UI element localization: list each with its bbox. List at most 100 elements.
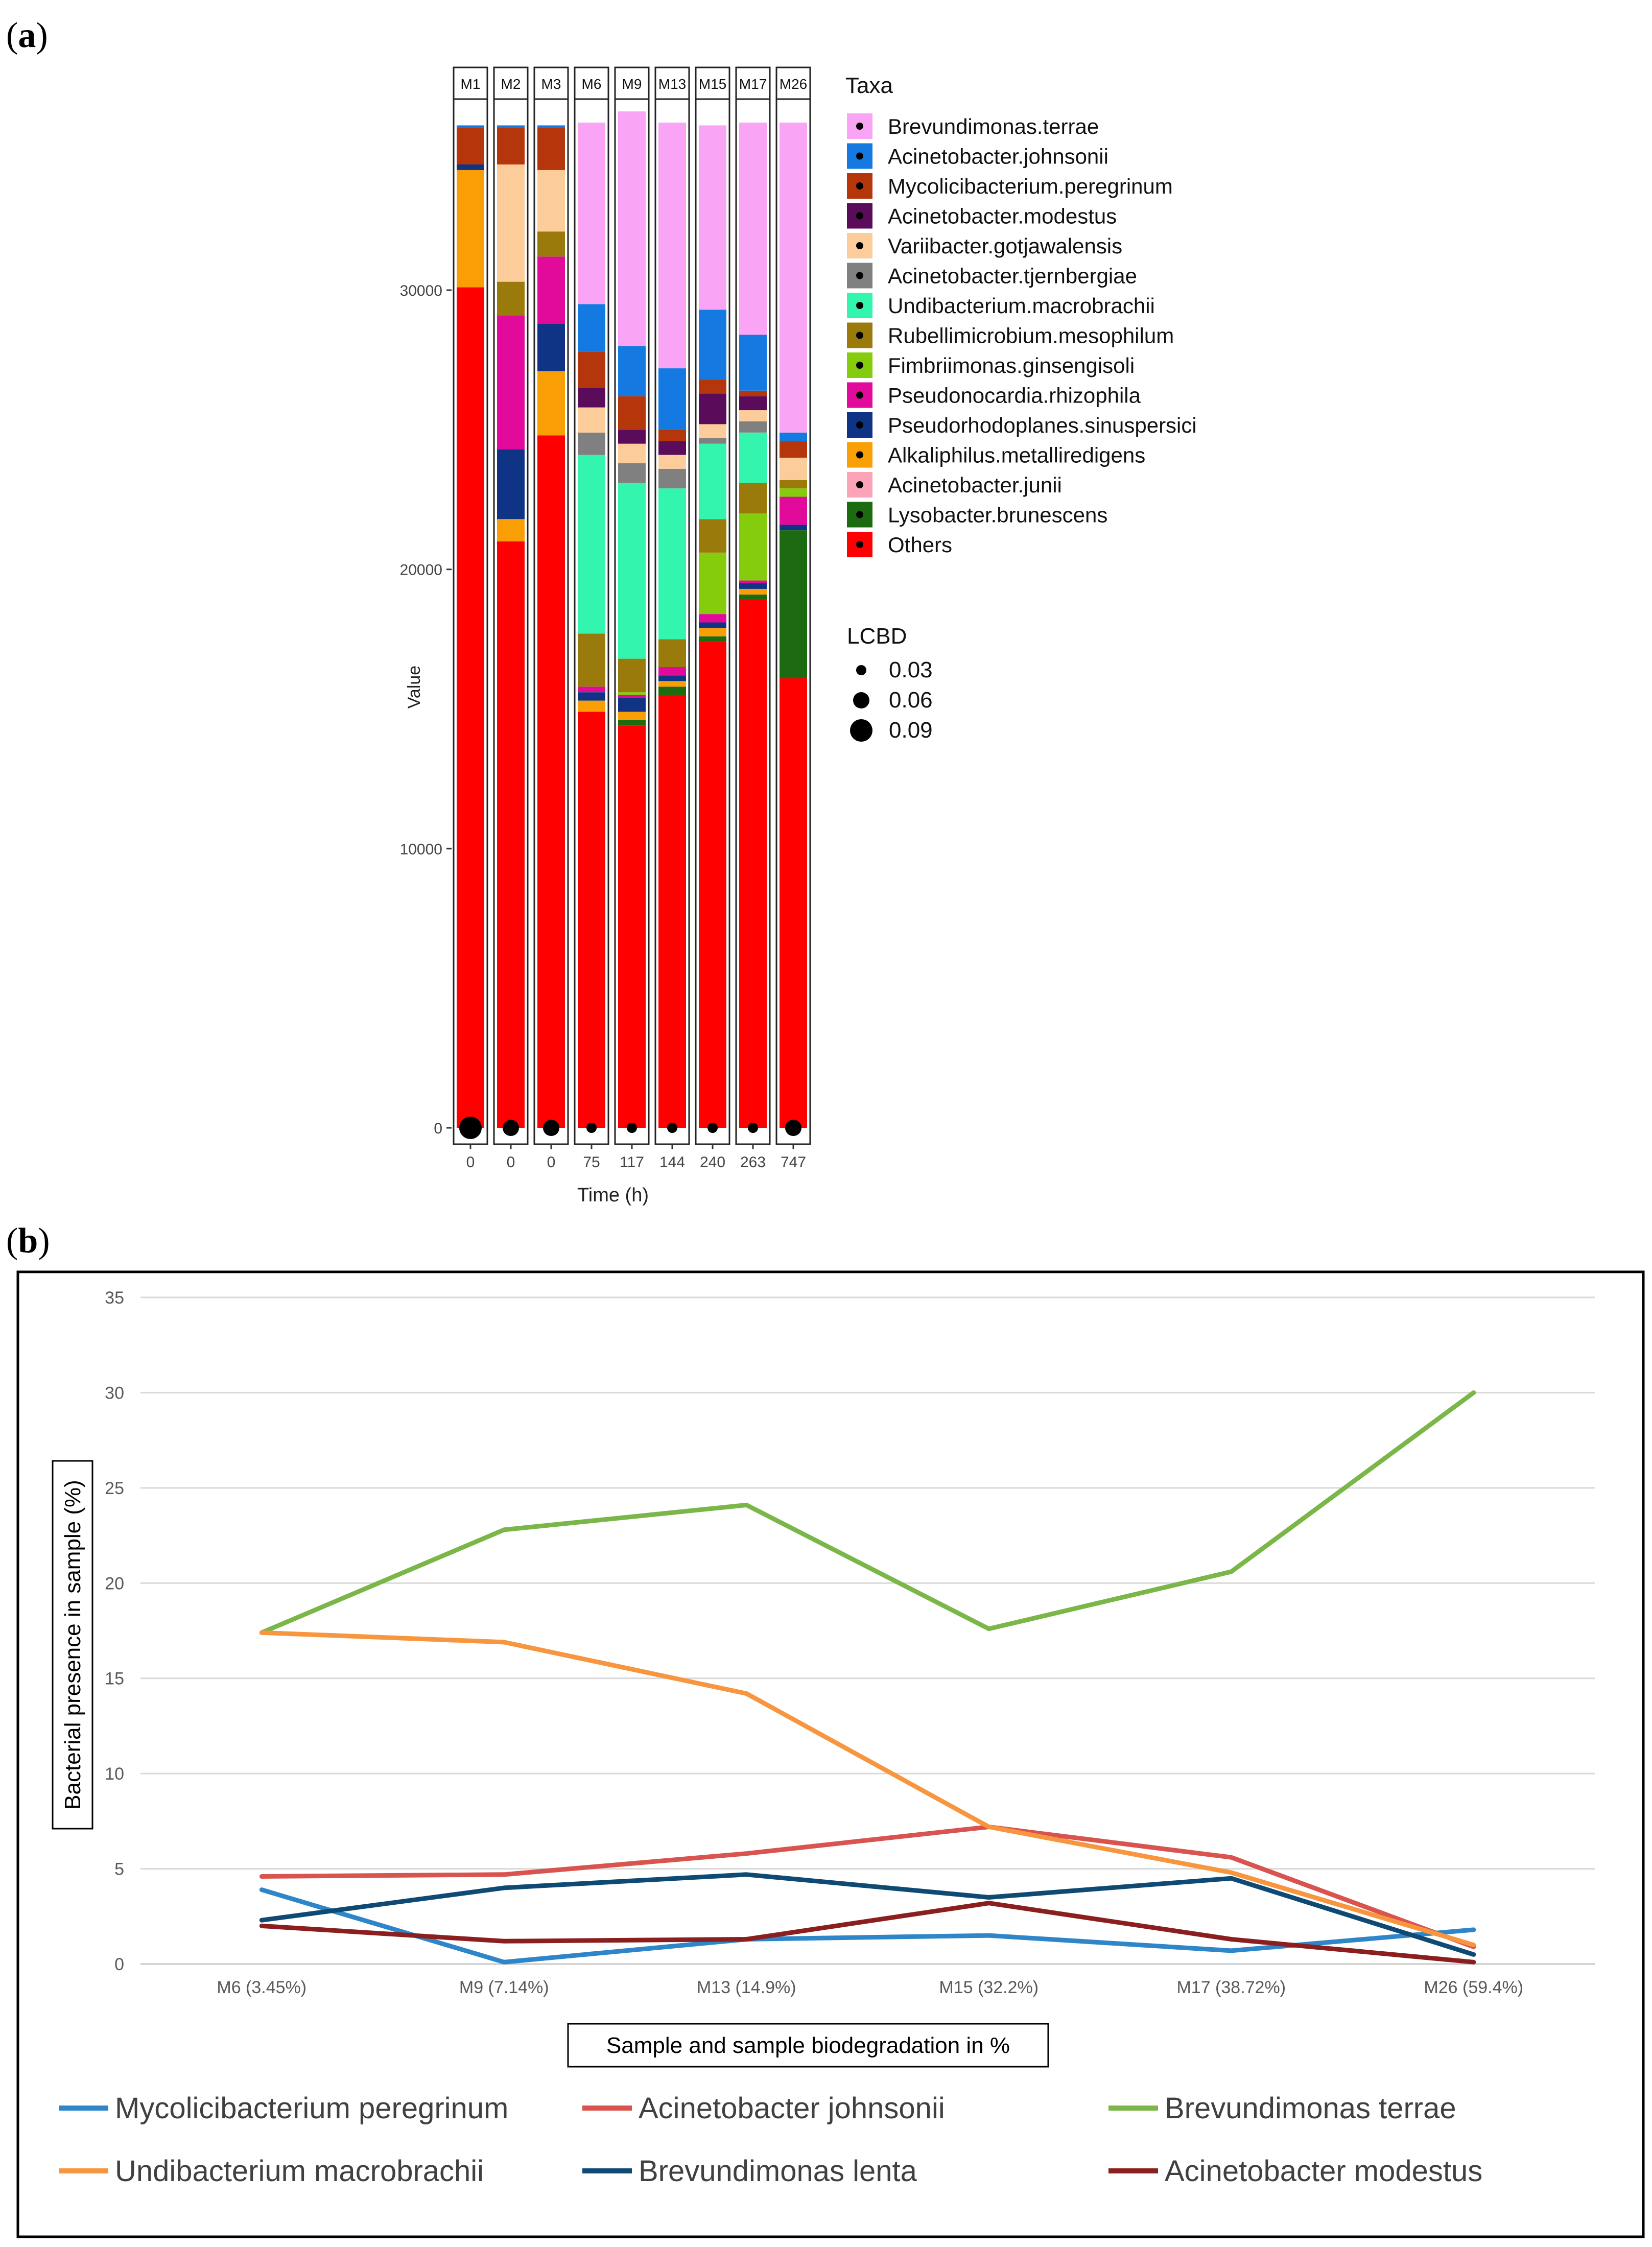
bar-segment <box>457 170 484 288</box>
bar-segment <box>780 458 807 480</box>
lcbd-point <box>459 1117 482 1139</box>
bar-segment <box>537 128 565 170</box>
lcbd-legend-dot <box>850 719 872 742</box>
facet-m26: M26 <box>775 66 811 1145</box>
x-tick-label: M26 (59.4%) <box>1424 1978 1523 1997</box>
bar-segment <box>457 164 484 170</box>
x-tick-label: 144 <box>659 1154 685 1171</box>
facet-m1: M1 <box>453 66 488 1145</box>
y-tick-label: 25 <box>105 1479 124 1498</box>
series-line <box>259 1901 1476 1965</box>
x-tick-label: 75 <box>583 1154 600 1171</box>
legend-label: Undibacterium.macrobrachii <box>888 294 1155 318</box>
bar-segment <box>739 432 767 483</box>
facet-strip-label: M13 <box>658 76 686 92</box>
lcbd-legend-title: LCBD <box>847 624 907 649</box>
bar-segment <box>699 379 726 394</box>
x-tick-label: 0 <box>507 1154 515 1171</box>
facet-strip <box>453 66 488 100</box>
legend-swatch-dot <box>856 421 863 429</box>
series-legend: Mycolicibacterium peregrinum Acinetobacte… <box>59 2092 1482 2188</box>
bar-segment <box>578 700 605 712</box>
bar-segment <box>497 541 525 1128</box>
y-axis-label: Bacterial presence in sample (%) <box>60 1480 85 1810</box>
series-lines <box>259 1390 1476 1965</box>
bar-segment <box>658 468 686 489</box>
legend-label: Rubellimicrobium.mesophilum <box>888 324 1174 348</box>
bar-segment <box>457 128 484 164</box>
bar-segment <box>578 432 605 455</box>
y-axis-label: Value <box>405 666 424 708</box>
bar-segment <box>497 519 525 541</box>
bar-segment <box>780 496 807 525</box>
legend-label: Pseudonocardia.rhizophila <box>888 384 1141 408</box>
bar-segment <box>739 390 767 396</box>
facet-strip-label: M3 <box>541 76 561 92</box>
bar-segment <box>618 443 646 463</box>
bar-segment <box>658 123 686 369</box>
facet-strip-label: M17 <box>739 76 767 92</box>
bar-segment <box>537 170 565 232</box>
panel-b-label: (b) <box>6 1221 50 1261</box>
bar-segment <box>578 304 605 352</box>
facet-strip-label: M9 <box>622 76 642 92</box>
x-tick-label: 263 <box>740 1154 766 1171</box>
bar-segment <box>658 687 686 695</box>
bar-segment <box>578 407 605 433</box>
bar-segment <box>578 633 605 687</box>
bar-segment <box>780 678 807 1128</box>
panel-a-label: (a) <box>6 16 48 55</box>
bar-segment <box>658 681 686 687</box>
bar-segment <box>780 488 807 497</box>
bar-segment <box>780 480 807 489</box>
bar-segment <box>739 335 767 391</box>
legend-swatch-dot <box>856 212 863 220</box>
bar-segment <box>578 123 605 304</box>
bar-segment <box>739 123 767 335</box>
x-tick-label: M9 (7.14%) <box>459 1978 549 1997</box>
x-tick-label: 117 <box>620 1154 644 1171</box>
bar-segment <box>618 695 646 698</box>
lcbd-legend-label: 0.09 <box>889 718 933 743</box>
lcbd-legend-label: 0.03 <box>889 657 933 682</box>
x-axis-label: Time (h) <box>577 1185 649 1206</box>
x-axis: M6 (3.45%) M9 (7.14%) M13 (14.9%) M15 (32.2… <box>217 1978 1523 1997</box>
legend-label: Undibacterium macrobrachii <box>115 2155 484 2188</box>
bar-segment <box>537 371 565 436</box>
bar-segment <box>699 622 726 628</box>
lcbd-legend: LCBD 0.03 0.06 0.09 <box>847 624 933 743</box>
bar-segment <box>618 483 646 659</box>
bar-segment <box>699 552 726 614</box>
lcbd-point <box>748 1123 758 1133</box>
y-tick-label: 30000 <box>400 282 442 299</box>
bar-segment <box>578 388 605 408</box>
facet-strip <box>493 66 529 100</box>
bar-segment <box>497 315 525 450</box>
lcbd-point <box>667 1123 677 1133</box>
line-chart: 0 5 10 15 20 25 30 35 M6 (3.45%) M9 (7.14%) M13 (… <box>52 1288 1595 2188</box>
bar-segment <box>658 430 686 441</box>
bar-segment <box>658 441 686 455</box>
bar-segment <box>578 687 605 693</box>
lcbd-point <box>785 1120 801 1136</box>
lcbd-legend-dot <box>856 665 866 675</box>
legend-label: Acinetobacter modestus <box>1165 2155 1482 2188</box>
bar-segment <box>658 695 686 1128</box>
facet-m17: M17 <box>735 66 771 1145</box>
bar-segment <box>618 430 646 444</box>
legend-swatch-dot <box>856 391 863 399</box>
facet-strip <box>695 66 730 100</box>
facet-strip-label: M26 <box>780 76 807 92</box>
bar-segment <box>780 525 807 531</box>
facet-m2: M2 <box>493 66 529 1145</box>
y-tick-label: 35 <box>105 1288 124 1308</box>
bar-segment <box>537 435 565 1128</box>
legend-label: Pseudorhodoplanes.sinuspersici <box>888 413 1197 437</box>
bar-segment <box>618 720 646 726</box>
lcbd-legend-label: 0.06 <box>889 688 933 713</box>
bar-segment <box>699 125 726 310</box>
bar-segment <box>618 692 646 695</box>
facet-strip-label: M2 <box>501 76 521 92</box>
